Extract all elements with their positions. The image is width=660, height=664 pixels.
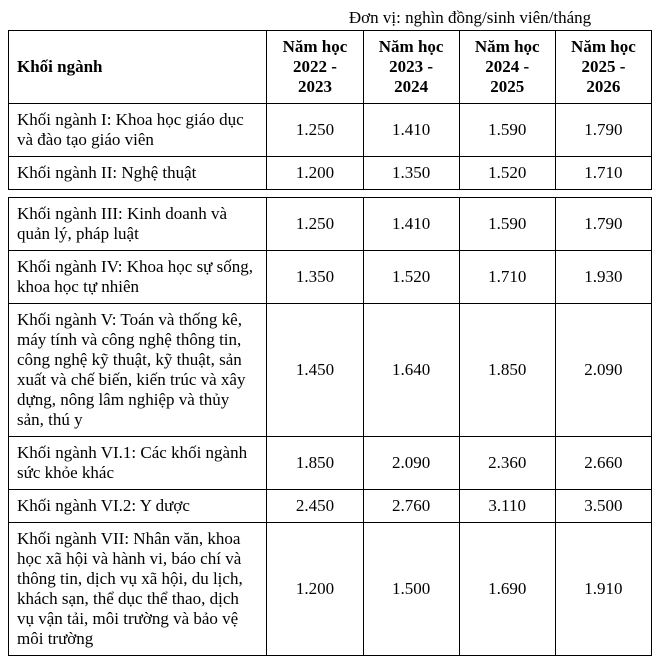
cell-value: 2.760 [363,490,459,523]
cell-value: 1.410 [363,198,459,251]
table-row: Khối ngành IV: Khoa học sự sống, khoa họ… [9,251,652,304]
table-row: Khối ngành I: Khoa học giáo dục và đào t… [9,104,652,157]
table-row: Khối ngành II: Nghệ thuật1.2001.3501.520… [9,157,652,190]
cell-value: 1.350 [363,157,459,190]
cell-major: Khối ngành I: Khoa học giáo dục và đào t… [9,104,267,157]
cell-value: 1.690 [459,523,555,656]
cell-value: 2.090 [363,437,459,490]
cell-value: 1.250 [267,104,363,157]
cell-value: 1.250 [267,198,363,251]
cell-value: 2.090 [555,304,651,437]
cell-value: 2.450 [267,490,363,523]
cell-value: 1.790 [555,104,651,157]
cell-value: 1.200 [267,523,363,656]
cell-value: 1.520 [459,157,555,190]
col-header-2023-2024: Năm học 2023 - 2024 [363,31,459,104]
table-row: Khối ngành III: Kinh doanh và quản lý, p… [9,198,652,251]
table-row: Khối ngành VI.1: Các khối ngành sức khỏe… [9,437,652,490]
cell-value: 1.410 [363,104,459,157]
table-row: Khối ngành VI.2: Y dược2.4502.7603.1103.… [9,490,652,523]
cell-value: 1.710 [555,157,651,190]
col-header-major: Khối ngành [9,31,267,104]
table-row: Khối ngành VII: Nhân văn, khoa học xã hộ… [9,523,652,656]
cell-value: 3.500 [555,490,651,523]
cell-value: 3.110 [459,490,555,523]
cell-major: Khối ngành VI.1: Các khối ngành sức khỏe… [9,437,267,490]
cell-value: 1.910 [555,523,651,656]
cell-value: 1.930 [555,251,651,304]
cell-value: 1.640 [363,304,459,437]
cell-value: 1.200 [267,157,363,190]
col-header-2025-2026: Năm học 2025 - 2026 [555,31,651,104]
cell-value: 1.590 [459,104,555,157]
cell-value: 2.360 [459,437,555,490]
cell-value: 1.590 [459,198,555,251]
tuition-table: Khối ngành Năm học 2022 - 2023 Năm học 2… [8,30,652,656]
cell-major: Khối ngành IV: Khoa học sự sống, khoa họ… [9,251,267,304]
cell-value: 1.790 [555,198,651,251]
col-header-2022-2023: Năm học 2022 - 2023 [267,31,363,104]
cell-value: 1.450 [267,304,363,437]
table-header-row: Khối ngành Năm học 2022 - 2023 Năm học 2… [9,31,652,104]
cell-value: 1.350 [267,251,363,304]
cell-value: 1.500 [363,523,459,656]
cell-value: 1.710 [459,251,555,304]
cell-major: Khối ngành VI.2: Y dược [9,490,267,523]
cell-major: Khối ngành VII: Nhân văn, khoa học xã hộ… [9,523,267,656]
unit-label: Đơn vị: nghìn đồng/sinh viên/tháng [288,8,652,28]
cell-value: 1.520 [363,251,459,304]
cell-major: Khối ngành V: Toán và thống kê, máy tính… [9,304,267,437]
col-header-2024-2025: Năm học 2024 - 2025 [459,31,555,104]
cell-major: Khối ngành III: Kinh doanh và quản lý, p… [9,198,267,251]
cell-value: 2.660 [555,437,651,490]
cell-value: 1.850 [459,304,555,437]
section-gap [9,190,652,198]
table-row: Khối ngành V: Toán và thống kê, máy tính… [9,304,652,437]
cell-value: 1.850 [267,437,363,490]
cell-major: Khối ngành II: Nghệ thuật [9,157,267,190]
